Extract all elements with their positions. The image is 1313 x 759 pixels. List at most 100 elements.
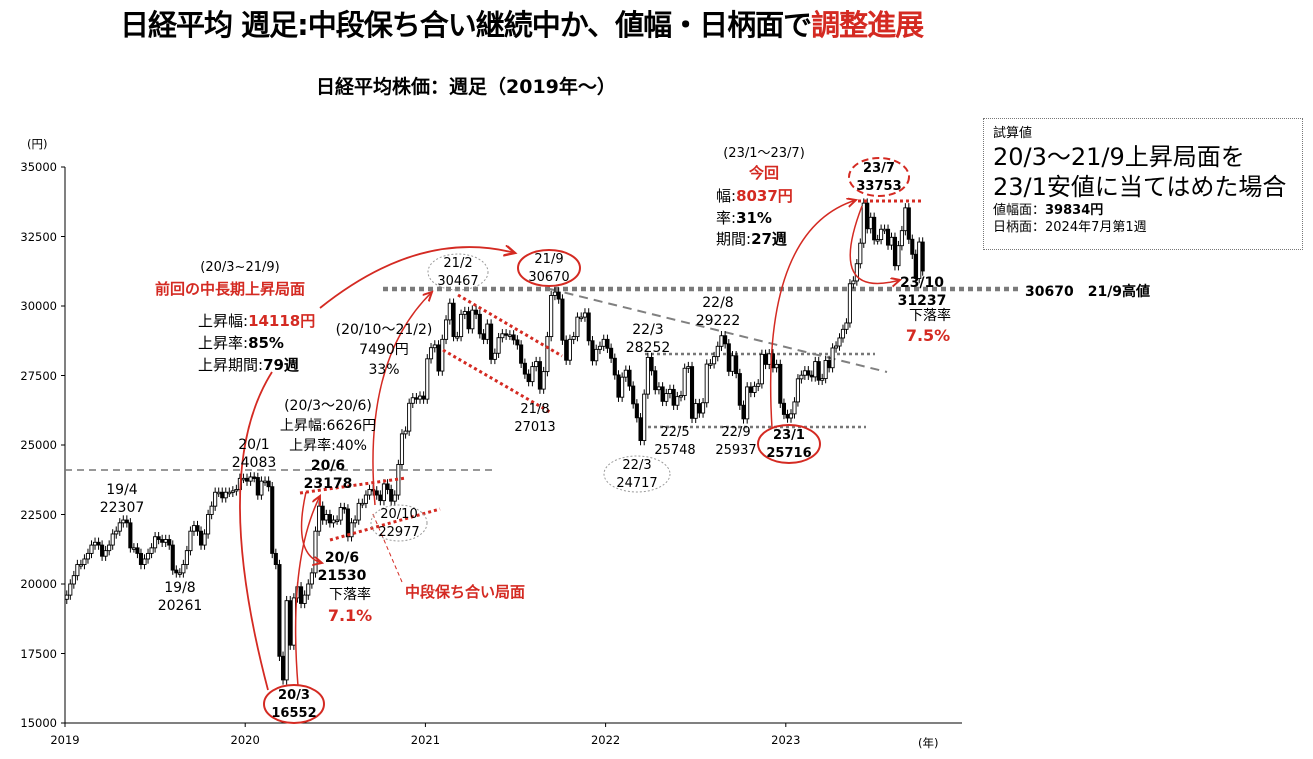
label-22-9: 22/9 25937 <box>715 424 756 460</box>
candle <box>865 202 870 230</box>
candle <box>317 505 322 532</box>
candle <box>627 369 632 387</box>
prev-period: (20/3~21/9) <box>200 260 280 275</box>
candle <box>227 491 232 495</box>
candle <box>335 519 340 523</box>
x-axis-unit: (年) <box>918 736 939 750</box>
candle <box>741 404 746 420</box>
label: 上昇幅: <box>198 312 249 330</box>
candle <box>138 552 144 565</box>
label-20-6-high: 20/6 23178 <box>304 457 353 493</box>
candle <box>443 319 449 340</box>
candle <box>726 343 731 372</box>
candle <box>813 361 818 378</box>
axes <box>61 166 962 727</box>
candle <box>64 594 69 600</box>
candle <box>734 355 739 375</box>
current-stats: 幅:8037円 率:31% 期間:27週 <box>716 186 793 251</box>
value: 85% <box>248 334 284 352</box>
candle <box>451 302 456 338</box>
candle <box>689 366 695 419</box>
price: 27013 <box>514 420 556 435</box>
candle <box>903 207 908 232</box>
candle <box>320 505 325 521</box>
candle <box>75 564 80 577</box>
candle <box>71 575 76 585</box>
candle <box>816 361 821 381</box>
label-21-2: 21/2 30467 <box>437 255 478 291</box>
candle <box>693 403 698 419</box>
candle <box>306 583 311 596</box>
period: (20/10～21/2) <box>335 322 433 338</box>
candle <box>708 363 713 366</box>
candle <box>302 594 307 604</box>
candle <box>649 356 654 372</box>
consolidation-pointer <box>371 511 403 583</box>
label-22-5: 22/5 25748 <box>654 424 695 460</box>
label: 率: <box>716 208 737 227</box>
estimate-box: 試算値 20/3～21/9上昇局面を 23/1安値に当てはめた場合 値幅面：39… <box>983 118 1303 250</box>
candle <box>149 547 154 554</box>
candle <box>879 228 884 241</box>
candle <box>823 360 828 380</box>
date: 20/10 <box>380 507 418 522</box>
label: 値幅面： <box>993 203 1046 218</box>
current-length: 期間:27週 <box>716 229 793 251</box>
chart-title: 日経平均株価：週足（2019年～） <box>316 76 616 98</box>
current-heading: 今回 <box>748 164 780 182</box>
candle <box>875 239 880 242</box>
level-label-30670: 30670 21/9高値 <box>1025 284 1151 300</box>
candle <box>284 600 289 681</box>
prev-rate: 上昇率:85% <box>198 332 315 354</box>
estimate-line-2: 23/1安値に当てはめた場合 <box>993 173 1287 201</box>
candle <box>609 347 614 359</box>
candle <box>504 333 509 336</box>
candle <box>778 363 783 404</box>
label-22-8: 22/8 29222 <box>696 294 741 330</box>
candle <box>367 489 372 496</box>
candle <box>262 480 268 484</box>
arrow-20-3-to-20-6 <box>294 496 320 687</box>
candle <box>612 357 617 376</box>
candle <box>774 363 779 369</box>
width: 7490円 <box>359 342 409 358</box>
candle <box>537 361 542 390</box>
candle <box>556 291 561 300</box>
prev-stats: 上昇幅:14118円 上昇率:85% 上昇期間:79週 <box>198 310 315 376</box>
estimate-price: 値幅面：39834円 <box>993 202 1302 219</box>
candle <box>474 309 479 315</box>
candle <box>160 539 165 543</box>
channel-upper <box>457 293 563 358</box>
price: 25716 <box>766 446 812 461</box>
candle <box>202 533 207 546</box>
candle <box>128 522 133 549</box>
candle <box>436 344 441 372</box>
price: 21530 <box>317 568 367 584</box>
y-axis-unit: (円) <box>27 137 48 151</box>
candle <box>519 344 524 364</box>
arrow-23-7-to-23-10 <box>849 205 900 284</box>
candle <box>338 507 343 521</box>
candle <box>500 333 505 339</box>
candle <box>631 385 636 405</box>
value: 27週 <box>751 230 787 248</box>
candle <box>767 353 772 365</box>
estimate-line-1: 20/3～21/9上昇局面を <box>993 143 1245 171</box>
candle <box>252 476 257 479</box>
candle <box>374 490 379 496</box>
candle <box>719 335 724 347</box>
candle <box>327 514 332 524</box>
candle <box>792 401 797 415</box>
slide-title: 日経平均 週足:中段保ち合い継続中か、値幅・日柄面で調整進展 <box>120 2 924 44</box>
candle <box>85 552 91 560</box>
value: 79週 <box>263 356 299 374</box>
candle <box>917 241 922 279</box>
candle <box>704 363 709 404</box>
candle <box>117 522 122 532</box>
price: 23178 <box>303 476 353 492</box>
candle <box>906 207 911 240</box>
label-20-3-20-6: (20/3～20/6) 上昇幅:6626円 上昇率:40% <box>280 396 376 456</box>
candle <box>389 489 394 502</box>
arrow-23-1-to-23-7 <box>769 200 856 429</box>
candle <box>847 283 852 324</box>
